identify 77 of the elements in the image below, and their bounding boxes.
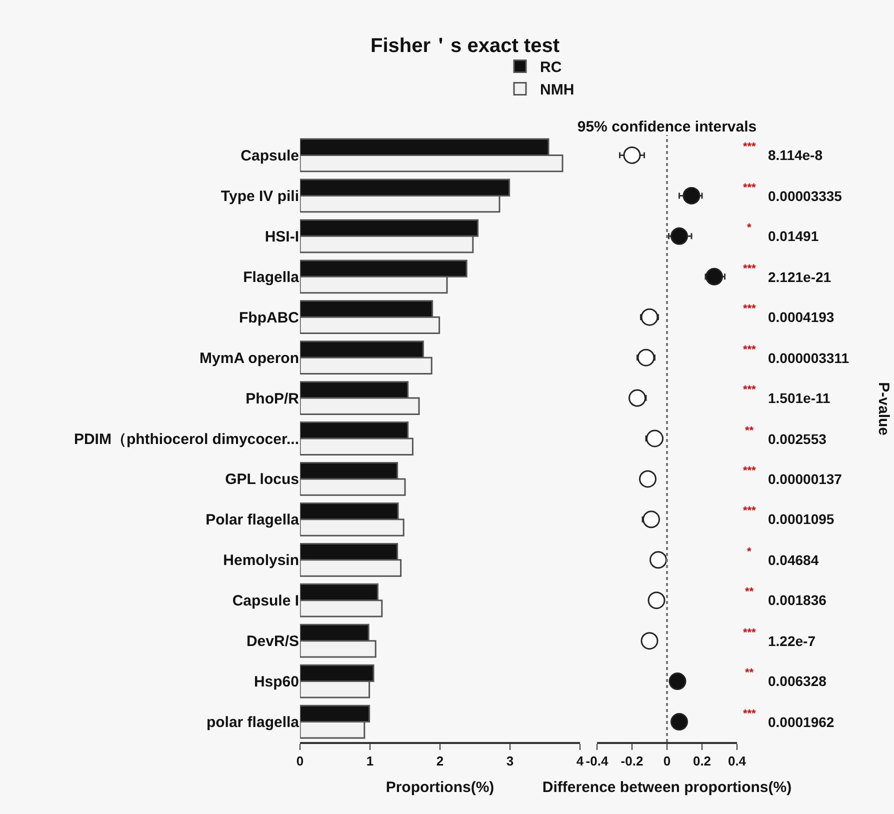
chart-title: 95% confidence intervals <box>577 118 757 136</box>
x-tick-label: -0.2 <box>620 753 644 768</box>
point <box>646 430 664 448</box>
y-tick-label: HSI-I <box>264 228 299 246</box>
x-axis-title: Proportions(%) <box>386 778 494 796</box>
text: *** <box>743 384 757 396</box>
text: 2.121e-21 <box>768 269 832 285</box>
text: 0.00003335 <box>768 188 842 204</box>
point <box>640 308 658 326</box>
point <box>682 186 700 204</box>
legend-label: NMH <box>540 82 574 99</box>
text: ** <box>745 425 754 437</box>
chart-title: Fisher＇s exact test <box>370 35 560 57</box>
point <box>637 348 655 366</box>
text: *** <box>743 505 757 517</box>
text: 0.002553 <box>768 431 827 447</box>
y-tick-label: FbpABC <box>239 309 300 326</box>
text: 8.114e-8 <box>768 147 823 163</box>
x-tick-label: 1 <box>366 753 374 768</box>
text: * <box>747 222 752 234</box>
point <box>642 510 660 528</box>
text: *** <box>743 141 757 153</box>
text: 0.000003311 <box>768 350 850 366</box>
y-tick-label: Hsp60 <box>254 674 299 691</box>
point <box>639 470 656 488</box>
x-tick-label: -0.4 <box>586 753 609 768</box>
y-tick-label: PDIM（phthiocerol dimycocer... <box>74 430 299 448</box>
text: *** <box>743 708 757 720</box>
text: 0.04684 <box>768 552 819 568</box>
text: 0.0001095 <box>768 511 834 527</box>
point <box>670 713 688 731</box>
y-tick-label: MymA operon <box>200 350 299 367</box>
text: ** <box>745 586 754 598</box>
y-tick-label: polar flagella <box>206 714 300 732</box>
x-tick-label: 4 <box>576 753 584 768</box>
x-tick-label: 0.2 <box>692 753 712 768</box>
x-tick-label: 2 <box>436 753 444 768</box>
y-tick-label: GPL locus <box>225 471 299 488</box>
y-tick-label: Capsule I <box>232 592 299 610</box>
text: 0.006328 <box>768 673 827 689</box>
point <box>670 227 688 245</box>
text: *** <box>743 303 757 315</box>
y-tick-label: PhoP/R <box>246 390 300 408</box>
point <box>628 389 646 407</box>
text: 1.501e-11 <box>768 390 830 406</box>
text: 0.00000137 <box>768 471 842 487</box>
text: 0.0004193 <box>768 309 834 325</box>
y-tick-label: Flagella <box>243 268 300 286</box>
text: *** <box>743 344 757 356</box>
text: *** <box>743 627 757 639</box>
text: 0.01491 <box>768 228 819 244</box>
text: * <box>747 546 752 558</box>
point <box>650 551 667 569</box>
point <box>668 672 686 690</box>
legend-label: RC <box>540 59 562 76</box>
text: *** <box>743 182 757 194</box>
text: *** <box>743 465 757 477</box>
x-tick-label: 0 <box>296 753 304 768</box>
text: 0.001836 <box>768 592 827 608</box>
x-tick-label: 0 <box>663 753 671 768</box>
y-tick-label: Capsule <box>240 147 299 164</box>
text: ** <box>745 667 754 679</box>
y-tick-label: DevR/S <box>246 633 299 650</box>
point <box>706 268 723 286</box>
y2-axis-title: P-value <box>875 382 892 436</box>
point <box>640 632 658 650</box>
y-tick-label: Hemolysin <box>223 552 299 570</box>
x-axis-title: Difference between proportions(%) <box>542 778 792 796</box>
point <box>623 146 641 164</box>
point <box>648 592 666 610</box>
y-tick-label: Polar flagella <box>206 512 300 529</box>
y-tick-label: Type IV pili <box>220 188 299 205</box>
text: 1.22e-7 <box>768 633 816 649</box>
text: 0.0001962 <box>768 714 834 730</box>
text: *** <box>743 263 757 275</box>
x-tick-label: 3 <box>506 753 514 768</box>
x-tick-label: 0.4 <box>728 753 747 768</box>
